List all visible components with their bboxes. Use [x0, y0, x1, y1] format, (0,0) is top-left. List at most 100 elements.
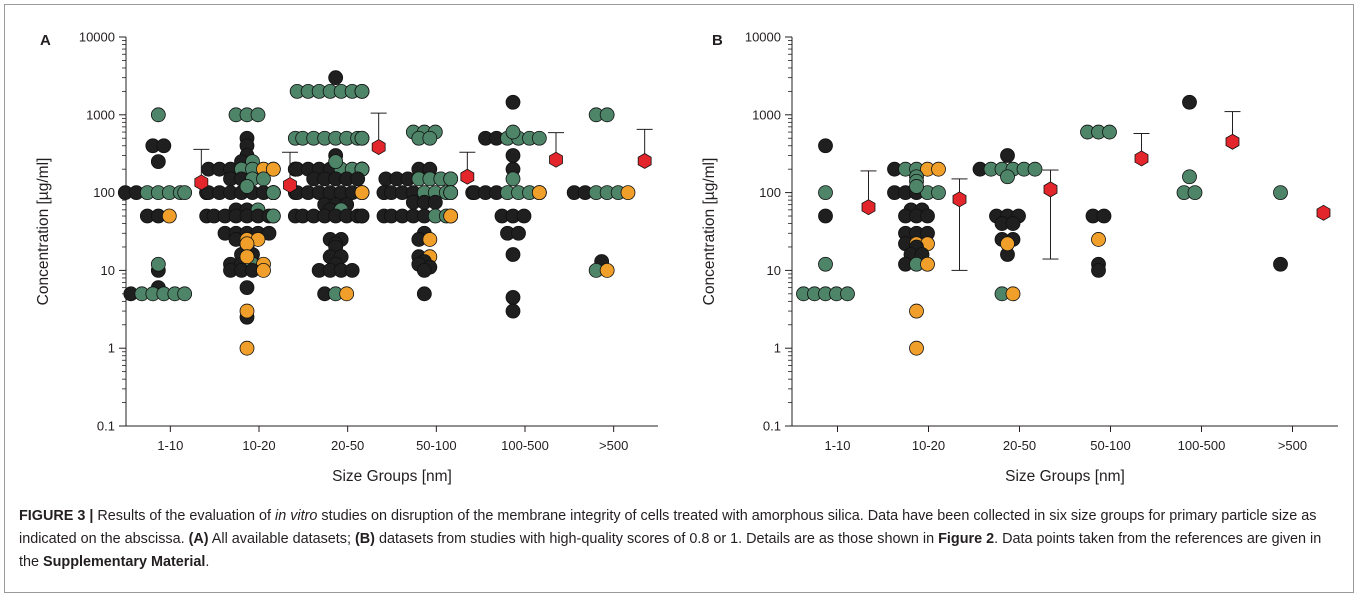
mean-marker — [194, 174, 209, 191]
data-point-black — [1005, 216, 1021, 231]
data-point-green — [531, 130, 547, 146]
data-point-black — [427, 194, 443, 210]
data-point-orange — [265, 161, 281, 177]
caption-segment: datasets from studies with high-quality … — [374, 531, 939, 547]
data-point-orange — [1005, 286, 1021, 302]
x-tick-label: 10-20 — [242, 438, 275, 453]
data-point-orange — [256, 262, 271, 278]
y-tick-label: 0.1 — [97, 419, 115, 434]
data-point-green — [256, 171, 271, 187]
data-point-orange — [620, 185, 636, 201]
data-point-black — [239, 280, 255, 296]
figure-charts: A 0.1 1 10 100 1000 10000 1-10 10-20 20-50 50-100 1… — [35, 30, 1338, 485]
data-point-orange — [909, 303, 924, 319]
data-point-black — [350, 171, 366, 187]
x-tick-label: 100-500 — [1178, 438, 1226, 453]
y-tick-label: 100 — [759, 185, 781, 200]
caption-segment: Figure 2 — [938, 531, 995, 547]
data-point-black — [818, 208, 833, 224]
data-point-orange — [1091, 232, 1106, 247]
y-tick-label: 1 — [774, 341, 781, 356]
data-point-green — [354, 130, 370, 146]
data-point-black — [344, 262, 360, 278]
x-tick-label: 10-20 — [912, 438, 945, 453]
data-point-green — [599, 107, 615, 123]
data-point-green — [354, 83, 370, 99]
mean-marker — [952, 191, 967, 208]
data-point-orange — [909, 340, 924, 356]
data-point-green — [328, 154, 344, 170]
x-tick-label: 20-50 — [331, 438, 364, 453]
data-point-green — [505, 124, 521, 140]
data-point-green — [1187, 185, 1203, 201]
x-tick-label: >500 — [1278, 438, 1307, 453]
data-point-orange — [422, 232, 438, 247]
data-point-orange — [931, 161, 946, 177]
caption-segment: . Data points taken from the references … — [19, 531, 1322, 570]
data-point-black — [1273, 256, 1288, 272]
y-tick-label: 10 — [101, 263, 115, 278]
panel-letter: B — [712, 32, 723, 49]
caption-segment: in vitro — [275, 508, 318, 524]
data-point-green — [265, 208, 281, 224]
data-point-green — [818, 256, 833, 272]
data-point-orange — [239, 303, 255, 319]
y-tick-label: 1000 — [86, 107, 115, 122]
mean-marker — [1043, 181, 1058, 198]
data-point-green — [840, 286, 855, 302]
data-point-black — [505, 94, 521, 110]
data-point-black — [818, 138, 833, 154]
data-point-green — [1182, 169, 1197, 185]
caption-segment: All available datasets; — [208, 531, 355, 547]
data-point-green — [505, 171, 521, 187]
data-point-black — [328, 70, 344, 86]
data-point-orange — [599, 262, 615, 278]
data-point-orange — [161, 208, 177, 224]
data-point-green — [150, 107, 166, 123]
mean-marker — [549, 151, 563, 168]
mean-marker — [861, 199, 876, 216]
y-tick-label: 1 — [108, 341, 115, 356]
data-point-black — [505, 289, 521, 305]
data-point-black — [156, 138, 172, 154]
x-axis-title: Size Groups [nm] — [1005, 468, 1125, 485]
data-point-green — [1000, 169, 1015, 185]
x-tick-label: 20-50 — [1003, 438, 1036, 453]
data-point-green — [422, 130, 438, 146]
data-point-green — [1273, 185, 1288, 201]
x-tick-label: 50-100 — [416, 438, 456, 453]
y-tick-label: 1000 — [752, 107, 781, 122]
data-point-green — [239, 179, 255, 194]
data-point-orange — [1000, 236, 1015, 252]
mean-marker — [460, 168, 475, 185]
data-point-green — [1027, 161, 1043, 177]
y-tick-label: 10000 — [79, 30, 115, 45]
x-tick-label: 1-10 — [824, 438, 850, 453]
data-point-orange — [339, 286, 355, 302]
x-tick-label: 100-500 — [501, 438, 549, 453]
data-point-orange — [531, 185, 547, 201]
x-tick-label: >500 — [599, 438, 628, 453]
x-tick-label: 1-10 — [157, 438, 183, 453]
data-point-orange — [920, 256, 935, 272]
data-point-orange — [354, 185, 370, 201]
data-point-green — [250, 107, 266, 123]
data-point-black — [1000, 148, 1015, 163]
y-tick-label: 0.1 — [763, 419, 781, 434]
data-point-black — [511, 225, 526, 241]
data-point-black — [516, 208, 532, 224]
data-point-green — [265, 185, 281, 201]
y-tick-label: 100 — [93, 185, 115, 200]
data-point-black — [150, 154, 166, 170]
figure-frame: A 0.1 1 10 100 1000 10000 1-10 10-20 20-50 50-100 1… — [4, 4, 1354, 593]
y-tick-label: 10 — [767, 263, 781, 278]
caption-segment: Results of the evaluation of — [93, 508, 275, 524]
caption-segment: studies on disruption of the membrane in… — [19, 508, 1317, 547]
x-tick-label: 50-100 — [1090, 438, 1130, 453]
caption-segment: (B) — [355, 531, 375, 547]
data-point-green — [443, 185, 459, 201]
caption-segment: . — [205, 554, 210, 570]
data-point-black — [920, 208, 935, 224]
caption-segment: Supplementary Material — [43, 554, 206, 570]
data-point-green — [177, 185, 193, 201]
